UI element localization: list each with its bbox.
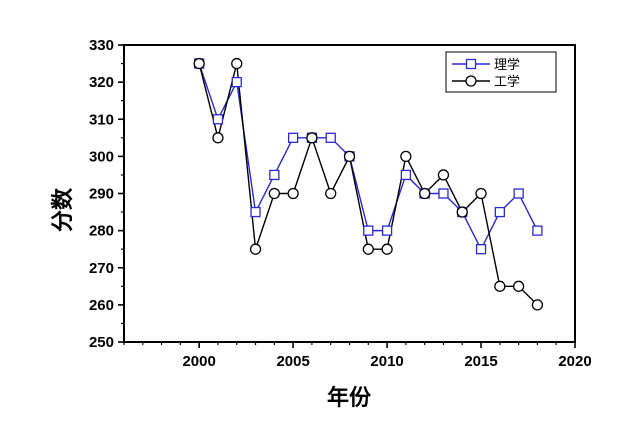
x-tick-label: 2005 xyxy=(276,353,309,370)
y-tick-label: 290 xyxy=(89,186,114,203)
y-axis-title: 分数 xyxy=(50,187,76,232)
data-point-series-1 xyxy=(494,206,505,218)
x-tick-label: 2010 xyxy=(370,353,403,370)
data-point-series-1 xyxy=(269,169,280,181)
data-point-series-2 xyxy=(437,169,450,181)
y-tick-label: 320 xyxy=(89,74,114,91)
y-tick-label: 260 xyxy=(89,297,114,314)
x-tick-label: 2015 xyxy=(464,353,497,370)
data-point-series-1 xyxy=(400,169,412,181)
data-point-series-1 xyxy=(513,188,524,199)
data-point-series-2 xyxy=(494,280,506,292)
data-point-series-2 xyxy=(268,187,280,200)
data-point-series-2 xyxy=(400,150,412,163)
y-axis: 250 260 270 280 290 300 310 320 330 xyxy=(89,37,124,351)
x-tick-label: 2020 xyxy=(558,353,591,370)
data-point-series-1 xyxy=(287,132,299,143)
x-axis-title: 年份 xyxy=(327,385,372,411)
legend-marker-square xyxy=(465,58,477,70)
series-line-2 xyxy=(198,63,538,306)
data-point-series-1 xyxy=(250,206,261,218)
data-point-series-2 xyxy=(306,132,318,144)
data-point-series-2 xyxy=(362,243,374,255)
series-layer xyxy=(193,57,544,311)
data-point-series-2 xyxy=(193,57,205,70)
legend-box xyxy=(445,51,557,93)
data-point-series-1 xyxy=(381,225,393,236)
data-point-series-1 xyxy=(231,76,242,88)
data-point-series-2 xyxy=(231,57,243,70)
data-point-series-2 xyxy=(475,187,487,200)
data-point-series-2 xyxy=(212,132,224,144)
x-axis: 2000 2005 2010 2015 2020 xyxy=(123,342,592,370)
data-point-series-1 xyxy=(212,114,224,125)
data-point-series-2 xyxy=(456,206,468,218)
data-point-series-2 xyxy=(325,187,337,200)
y-tick-label: 270 xyxy=(89,260,114,277)
legend-label-1: 理学 xyxy=(494,57,520,73)
data-point-series-2 xyxy=(531,299,544,311)
y-tick-label: 280 xyxy=(89,223,114,240)
data-point-series-2 xyxy=(287,187,299,200)
y-tick-label: 250 xyxy=(89,334,114,351)
legend-label-2: 工学 xyxy=(494,74,520,90)
data-point-series-2 xyxy=(512,280,525,292)
x-tick-label: 2000 xyxy=(182,353,215,370)
y-tick-label: 310 xyxy=(89,111,114,128)
y-tick-label: 300 xyxy=(89,148,114,165)
y-tick-label: 330 xyxy=(89,37,114,54)
data-point-series-2 xyxy=(249,243,262,255)
data-point-series-2 xyxy=(419,187,431,200)
data-point-series-2 xyxy=(381,243,393,255)
data-point-series-1 xyxy=(438,188,449,199)
data-point-series-2 xyxy=(343,150,356,163)
data-point-series-1 xyxy=(325,132,336,143)
legend-marker-circle xyxy=(465,75,477,87)
data-point-series-1 xyxy=(363,225,374,236)
data-point-series-1 xyxy=(532,225,543,236)
data-point-series-1 xyxy=(475,244,487,255)
